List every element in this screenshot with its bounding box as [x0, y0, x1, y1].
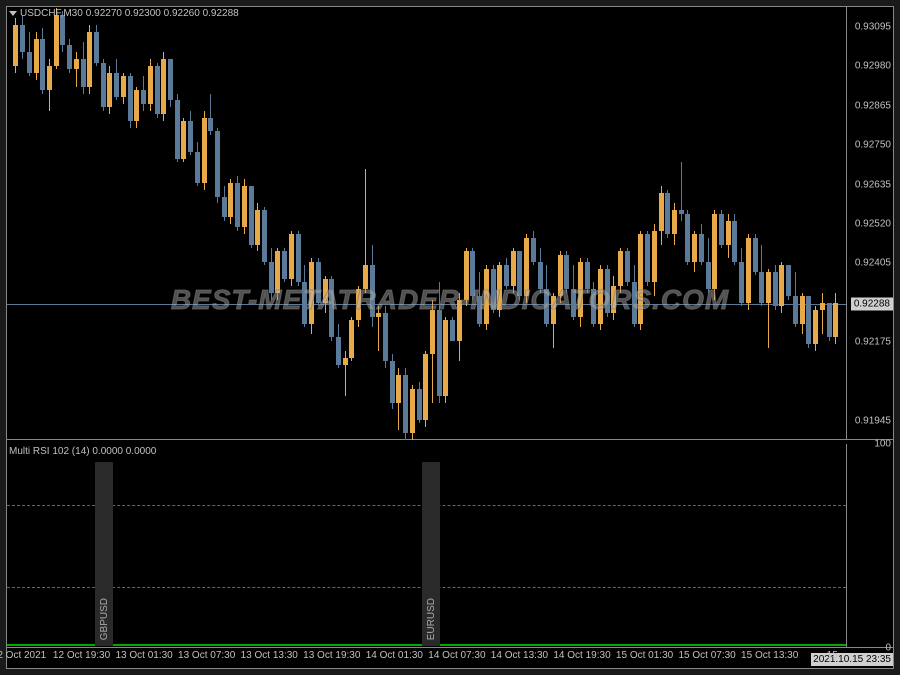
price-tick: 0.92865	[855, 100, 891, 111]
time-tick: 15 Oct 07:30	[678, 650, 735, 661]
symbol-label: USDCHF,M30	[20, 8, 83, 19]
pair-label-eurusd: EURUSD	[422, 462, 440, 646]
price-tick: 0.92635	[855, 179, 891, 190]
dropdown-icon[interactable]	[9, 11, 17, 16]
time-tick: 14 Oct 01:30	[366, 650, 423, 661]
price-tick: 0.92175	[855, 337, 891, 348]
time-tick: 15	[827, 650, 838, 661]
price-tick: 0.92980	[855, 61, 891, 72]
time-tick: 15 Oct 01:30	[616, 650, 673, 661]
price-tick: 0.91945	[855, 416, 891, 427]
time-tick: 15 Oct 13:30	[741, 650, 798, 661]
price-tick: 0.92750	[855, 140, 891, 151]
chart-container: USDCHF,M30 0.92270 0.92300 0.92260 0.922…	[6, 6, 894, 669]
time-tick: 14 Oct 07:30	[428, 650, 485, 661]
current-price-line	[7, 304, 846, 305]
time-tick: 14 Oct 19:30	[553, 650, 610, 661]
time-tick: 13 Oct 13:30	[241, 650, 298, 661]
indicator-title: Multi RSI 102 (14) 0.0000 0.0000	[9, 446, 156, 457]
indicator-panel[interactable]: Multi RSI 102 (14) 0.0000 0.0000 GBPUSD E…	[7, 444, 847, 648]
indicator-tick: 100	[874, 439, 891, 450]
time-tick: 12 Oct 2021	[0, 650, 46, 661]
pair-label-gbpusd: GBPUSD	[95, 462, 113, 646]
time-tick: 14 Oct 13:30	[491, 650, 548, 661]
indicator-axis: 1000	[847, 444, 893, 648]
current-time-marker: 2021.10.15 23:35	[811, 653, 893, 666]
current-price-marker: 0.92288	[851, 297, 893, 310]
time-tick: 13 Oct 01:30	[115, 650, 172, 661]
main-candlestick-chart[interactable]: USDCHF,M30 0.92270 0.92300 0.92260 0.922…	[7, 7, 847, 440]
chart-title-bar[interactable]: USDCHF,M30 0.92270 0.92300 0.92260 0.922…	[9, 8, 239, 19]
price-tick: 0.93095	[855, 21, 891, 32]
price-tick: 0.92405	[855, 258, 891, 269]
time-tick: 12 Oct 19:30	[53, 650, 110, 661]
ohlc-label: 0.92270 0.92300 0.92260 0.92288	[86, 8, 239, 19]
price-axis: 0.93095 0.92980 0.92865 0.92750 0.92635 0.925…	[847, 7, 893, 440]
time-tick: 13 Oct 07:30	[178, 650, 235, 661]
time-tick: 13 Oct 19:30	[303, 650, 360, 661]
price-tick: 0.92520	[855, 219, 891, 230]
time-axis: 2021.10.15 23:35 12 Oct 202112 Oct 19:30…	[7, 648, 893, 668]
